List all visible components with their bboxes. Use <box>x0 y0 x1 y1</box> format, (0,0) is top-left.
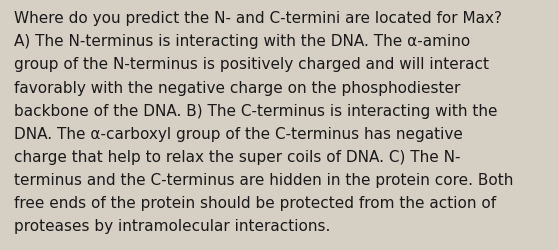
Text: terminus and the C-terminus are hidden in the protein core. Both: terminus and the C-terminus are hidden i… <box>14 172 513 187</box>
Text: favorably with the negative charge on the phosphodiester: favorably with the negative charge on th… <box>14 80 460 95</box>
Text: charge that help to relax the super coils of DNA. C) The N-: charge that help to relax the super coil… <box>14 149 460 164</box>
Text: A) The N-terminus is interacting with the DNA. The α-amino: A) The N-terminus is interacting with th… <box>14 34 470 49</box>
Text: DNA. The α-carboxyl group of the C-terminus has negative: DNA. The α-carboxyl group of the C-termi… <box>14 126 463 141</box>
Text: group of the N-terminus is positively charged and will interact: group of the N-terminus is positively ch… <box>14 57 489 72</box>
Text: proteases by intramolecular interactions.: proteases by intramolecular interactions… <box>14 218 330 233</box>
Text: Where do you predict the N- and C-termini are located for Max?: Where do you predict the N- and C-termin… <box>14 11 502 26</box>
Text: backbone of the DNA. B) The C-terminus is interacting with the: backbone of the DNA. B) The C-terminus i… <box>14 103 497 118</box>
Text: free ends of the protein should be protected from the action of: free ends of the protein should be prote… <box>14 195 496 210</box>
